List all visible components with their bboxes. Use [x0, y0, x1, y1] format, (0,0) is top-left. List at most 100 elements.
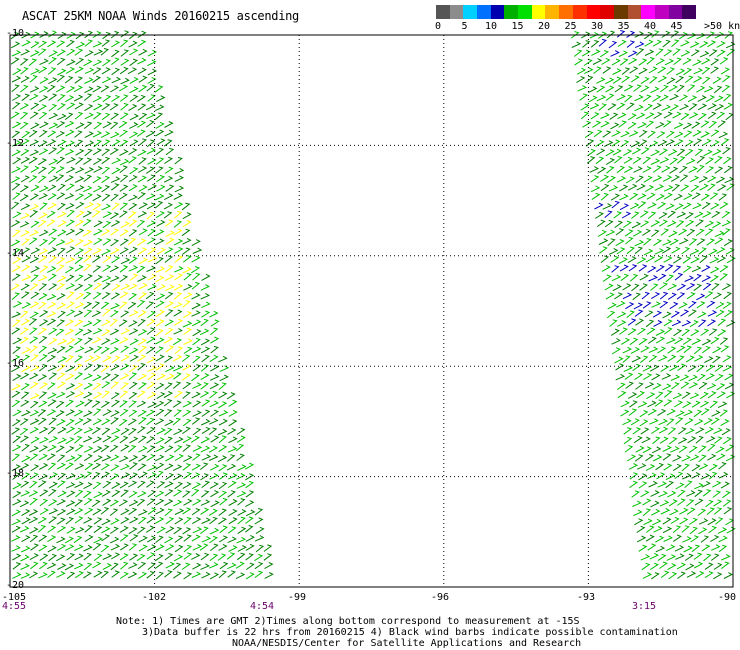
wind-barb	[146, 139, 156, 148]
wind-barb	[65, 391, 76, 399]
legend-label: 25	[564, 21, 577, 32]
wind-barb	[84, 283, 94, 292]
wind-barb	[102, 372, 111, 381]
wind-barb	[75, 328, 84, 336]
wind-barb	[209, 310, 219, 318]
wind-barb	[631, 211, 640, 219]
wind-barb	[657, 75, 668, 83]
wind-barb	[46, 210, 56, 219]
wind-barb	[11, 149, 21, 157]
wind-barb	[137, 373, 148, 381]
wind-barb	[129, 86, 139, 94]
wind-barb	[181, 228, 191, 237]
wind-barb	[48, 30, 58, 38]
wind-barb	[218, 535, 229, 543]
wind-barb	[173, 473, 183, 481]
wind-barb	[100, 48, 109, 56]
wind-barb	[646, 57, 655, 65]
wind-barb	[602, 66, 612, 74]
wind-barb	[701, 193, 710, 201]
wind-barb	[602, 130, 612, 138]
wind-barb	[698, 319, 707, 328]
wind-barb	[93, 364, 102, 372]
wind-barb	[74, 66, 84, 74]
wind-barb	[56, 85, 66, 93]
wind-barb	[29, 453, 39, 461]
wind-barb	[219, 525, 228, 534]
wind-barb	[707, 518, 717, 526]
wind-barb	[719, 57, 729, 65]
wind-barb	[631, 221, 642, 229]
wind-barb	[718, 193, 728, 201]
wind-barb	[138, 157, 147, 165]
wind-barb	[209, 472, 219, 480]
wind-barb	[658, 211, 668, 220]
wind-barb	[696, 165, 705, 173]
wind-barb	[191, 417, 201, 425]
wind-barb	[21, 264, 31, 272]
wind-barb	[64, 563, 75, 571]
wind-barb	[29, 372, 39, 380]
wind-barb	[156, 95, 166, 103]
wind-barb	[606, 30, 616, 39]
wind-barb	[619, 264, 629, 272]
wind-barb	[64, 175, 75, 183]
wind-barb	[710, 534, 720, 543]
wind-barb	[722, 490, 731, 499]
wind-barb	[146, 436, 155, 444]
wind-barb	[138, 345, 147, 354]
wind-barb	[38, 534, 48, 542]
wind-barb	[66, 59, 76, 66]
wind-barb	[228, 499, 238, 506]
wind-barb	[48, 489, 57, 497]
wind-barb	[20, 399, 30, 407]
wind-barb	[128, 292, 138, 301]
wind-barb	[600, 120, 610, 128]
wind-barb	[642, 166, 652, 173]
wind-barb	[164, 427, 173, 436]
wind-barb	[83, 373, 93, 381]
wind-barb	[667, 490, 677, 498]
wind-barb	[708, 120, 718, 129]
wind-barb	[586, 156, 596, 164]
wind-barb	[21, 517, 31, 525]
wind-barb	[47, 399, 57, 407]
wind-barb	[120, 221, 130, 229]
wind-barb	[714, 95, 724, 103]
wind-barb	[101, 185, 111, 193]
wind-barb	[667, 283, 678, 291]
wind-barb	[28, 156, 38, 164]
wind-barb	[611, 130, 621, 137]
wind-barb	[154, 112, 164, 121]
wind-barb	[651, 508, 661, 516]
wind-barb	[65, 129, 75, 137]
wind-barb	[38, 158, 48, 166]
wind-barb	[91, 210, 101, 218]
wind-barb	[698, 112, 707, 121]
wind-barb	[55, 264, 65, 272]
wind-barb	[678, 301, 688, 309]
wind-barb	[228, 545, 238, 552]
wind-barb	[66, 156, 76, 164]
wind-barb	[119, 390, 129, 398]
wind-barb	[83, 562, 93, 571]
wind-barb	[66, 337, 76, 346]
wind-barb	[39, 354, 48, 362]
wind-barb	[682, 202, 692, 210]
wind-barb	[137, 463, 147, 471]
legend-swatch	[463, 5, 478, 19]
wind-barb	[83, 490, 92, 499]
wind-barb	[119, 337, 129, 344]
wind-barb	[164, 355, 173, 363]
wind-barb	[201, 517, 211, 524]
wind-barb	[660, 228, 670, 236]
wind-barb	[693, 409, 703, 418]
wind-barb	[93, 408, 102, 416]
wind-barb	[182, 220, 192, 228]
wind-barb	[165, 365, 175, 373]
wind-barb	[592, 120, 602, 128]
wind-barb	[19, 111, 29, 120]
wind-barb	[19, 336, 29, 345]
wind-barb	[647, 543, 657, 551]
wind-barb	[48, 77, 58, 85]
